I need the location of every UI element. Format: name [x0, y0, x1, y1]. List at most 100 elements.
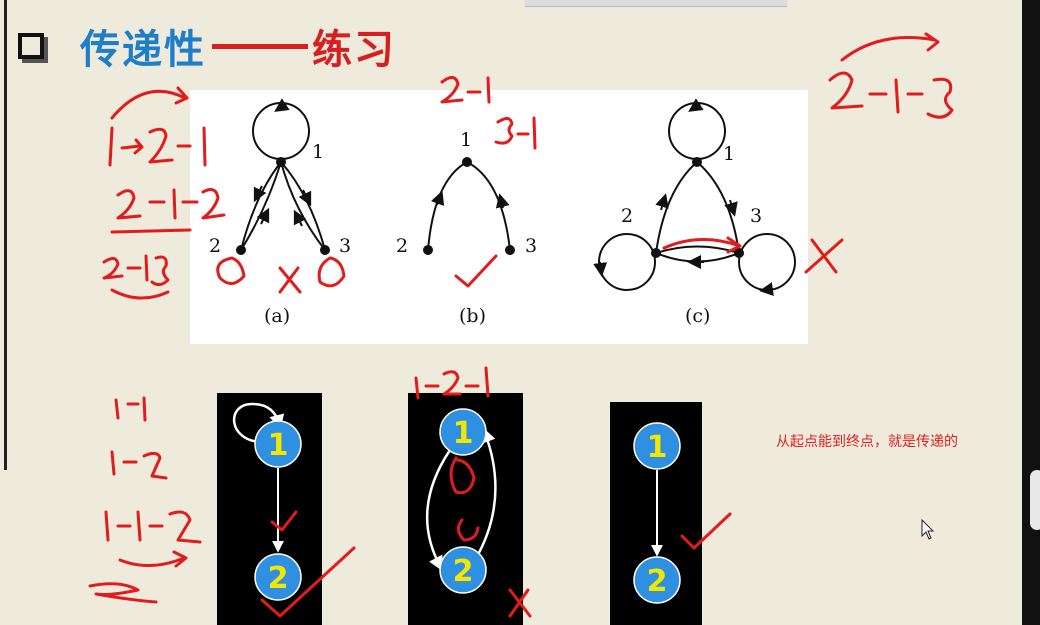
bottom-graph-3-node-2-label: 2 [647, 564, 668, 599]
graph-a-arrow-3 [298, 189, 312, 207]
graph-c-loop-1 [668, 102, 726, 160]
red-ink-annotations [88, 32, 954, 618]
bottom-graph-2-node-1 [439, 408, 487, 456]
ink-arc-1 [110, 86, 189, 120]
ink-check-b [454, 254, 498, 288]
ink-check-edge-1 [270, 510, 298, 532]
graph-c-loop-2-arrow [593, 261, 608, 277]
graph-a-node-1 [276, 157, 286, 167]
graph-a-arrow-1 [253, 185, 267, 203]
bottom-graph-3-node-1 [633, 422, 681, 470]
ink-text-1-2-1-bottom [414, 366, 490, 400]
bottom-graph-1-node-1 [254, 420, 302, 468]
slide-title: 传递性 练习 [18, 16, 396, 76]
ink-cross-bottom-2 [508, 588, 532, 618]
graph-a-edge-2-1-inner [240, 161, 282, 251]
graph-c-loop-3-arrow [759, 282, 774, 296]
ink-loop-node-2 [216, 256, 246, 285]
graph-a-arrow-2 [256, 207, 270, 225]
graph-c-node-1 [692, 157, 702, 167]
graph-c-loop-3 [738, 233, 796, 291]
bottom-graph-3: 1 2 [633, 422, 681, 604]
title-dash [212, 43, 308, 49]
graph-a-edge-1-2-outer [240, 161, 282, 251]
ink-text-1-1-2 [104, 510, 202, 544]
graph-b-label-3: 3 [525, 235, 537, 257]
graph-c-label-3: 3 [750, 205, 762, 227]
bottom-graph-2-edge-2-1 [473, 427, 497, 561]
bottom-graph-1-node-1-label: 1 [268, 428, 289, 463]
graph-a: 1 2 3 (a) [209, 98, 351, 327]
graph-a-loop-1 [252, 102, 310, 160]
bottom-graph-2-edge-1-2 [425, 449, 452, 572]
graph-b-edge-2-1 [427, 161, 468, 251]
graph-b-node-2 [423, 245, 433, 255]
ink-text-3-1 [494, 116, 537, 150]
graph-c-edge-2-1 [655, 161, 698, 254]
graph-b-node-3 [505, 245, 515, 255]
ink-text-2-1-top [440, 76, 491, 104]
ink-check-bottom-1 [260, 546, 356, 618]
ink-text-2-1-2 [110, 188, 226, 234]
graph-a-arrow-4 [293, 209, 307, 227]
bottom-graph-3-node-2 [633, 556, 681, 604]
graph-b-arrow-1 [430, 190, 445, 207]
bottom-graph-2: 1 2 [425, 408, 497, 594]
graph-a-edge-3-1-inner [280, 161, 326, 251]
ink-text-2-1-3-right [828, 71, 954, 119]
ink-arc-4 [118, 550, 188, 568]
graph-b-label-1: 1 [460, 129, 472, 151]
graph-c-caption: (c) [685, 305, 710, 327]
graph-c: 1 2 3 (c) [593, 98, 796, 327]
ink-scribble [88, 582, 158, 604]
graph-c-loop-2 [598, 233, 656, 291]
ink-circle-edge-a [449, 456, 476, 495]
bottom-graph-1-node-2 [254, 553, 302, 601]
ink-loop-node-3 [317, 256, 346, 288]
graph-a-edge-1-3-outer [280, 161, 326, 251]
graph-c-edge-1-3 [696, 161, 740, 254]
bottom-graph-1-self-loop [233, 402, 285, 444]
ink-circle-edge-b [457, 518, 480, 542]
bottom-graph-1: 1 2 [233, 402, 302, 601]
graph-a-label-2: 2 [209, 235, 221, 257]
red-note-text: 从起点能到终点，就是传递的 [776, 434, 958, 450]
title-sub: 练习 [312, 27, 396, 73]
graph-c-arrow-2 [724, 199, 738, 217]
graph-c-label-2: 2 [621, 205, 633, 227]
ink-text-1-2 [110, 450, 168, 480]
graph-a-node-3 [320, 245, 330, 255]
right-edge-bar [1022, 0, 1040, 625]
bottom-graph-2-node-2-label: 2 [453, 554, 474, 589]
title-main: 传递性 [80, 27, 206, 73]
ink-arc-2 [110, 288, 170, 300]
ink-text-1-1 [114, 396, 147, 422]
scroll-handle[interactable] [1030, 470, 1040, 530]
graph-a-node-2 [236, 245, 246, 255]
graph-a-loop-1-arrow [274, 98, 290, 112]
graph-c-edge-3-2-bottom [655, 252, 740, 263]
square-bullet-icon [18, 33, 44, 59]
graph-a-caption: (a) [264, 305, 290, 327]
top-diagram-panel [190, 90, 808, 344]
graph-b: 1 2 3 (b) [396, 129, 537, 327]
graph-c-label-1: 1 [723, 143, 735, 165]
graph-b-arrow-2 [495, 193, 510, 209]
graph-c-node-3 [734, 248, 744, 258]
graph-b-node-1 [462, 157, 472, 167]
bottom-graph-1-node-2-label: 2 [268, 561, 289, 596]
graph-b-label-2: 2 [396, 235, 408, 257]
graph-c-arrow-1 [655, 193, 669, 211]
graph-b-edge-3-1 [466, 161, 511, 251]
mouse-cursor-icon [921, 518, 935, 540]
graph-a-label-1: 1 [312, 141, 324, 163]
ink-text-1-2-1 [108, 126, 207, 167]
graph-c-node-2 [651, 248, 661, 258]
graph-a-label-3: 3 [339, 235, 351, 257]
ink-cross-a [278, 266, 302, 294]
graph-b-caption: (b) [459, 305, 486, 327]
left-divider [4, 0, 7, 470]
bottom-graph-2-node-1-label: 1 [453, 416, 474, 451]
